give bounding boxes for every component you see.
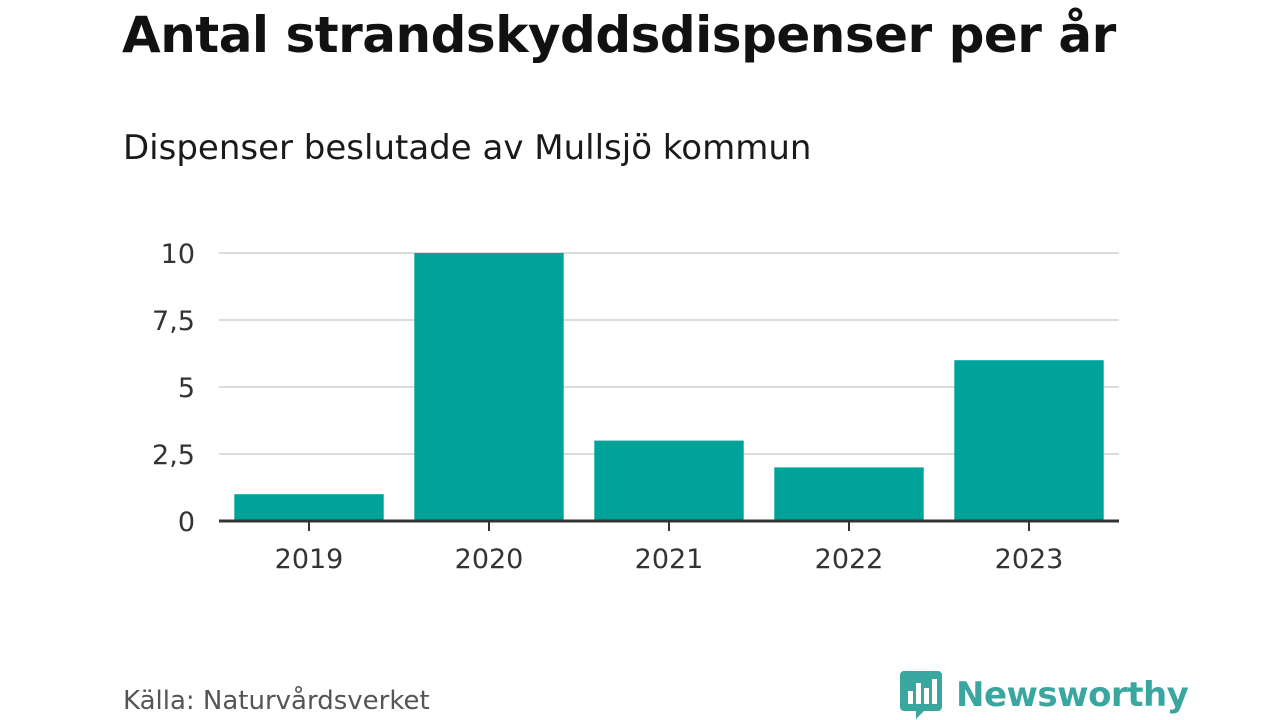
newsworthy-logo[interactable]: Newsworthy — [900, 670, 1189, 720]
y-tick-label: 10 — [161, 239, 195, 270]
bar-2021 — [594, 440, 744, 521]
y-tick-labels: 0 2,5 5 7,5 10 — [152, 239, 195, 538]
bar-2020 — [414, 253, 564, 521]
bar-2023 — [954, 360, 1104, 521]
y-tick-label: 5 — [178, 373, 195, 404]
bar-chart-speech-bubble-icon — [900, 671, 942, 719]
source-note: Källa: Naturvårdsverket — [123, 686, 430, 716]
x-axis — [219, 519, 1119, 531]
bar-2019 — [234, 494, 384, 521]
logo-text: Newsworthy — [956, 675, 1189, 715]
y-tick-label: 0 — [178, 507, 195, 538]
x-tick-labels: 2019 2020 2021 2022 2023 — [275, 544, 1064, 575]
x-tick-label: 2019 — [275, 544, 344, 575]
y-tick-label: 7,5 — [152, 306, 195, 337]
bar-2022 — [774, 467, 924, 521]
chart-title: Antal strandskyddsdispenser per år — [122, 6, 1116, 64]
x-tick-label: 2021 — [635, 544, 704, 575]
chart-subtitle: Dispenser beslutade av Mullsjö kommun — [123, 128, 812, 168]
x-tick-label: 2020 — [455, 544, 524, 575]
bars — [234, 253, 1104, 521]
x-tick-label: 2022 — [815, 544, 884, 575]
y-tick-label: 2,5 — [152, 440, 195, 471]
x-tick-label: 2023 — [995, 544, 1064, 575]
